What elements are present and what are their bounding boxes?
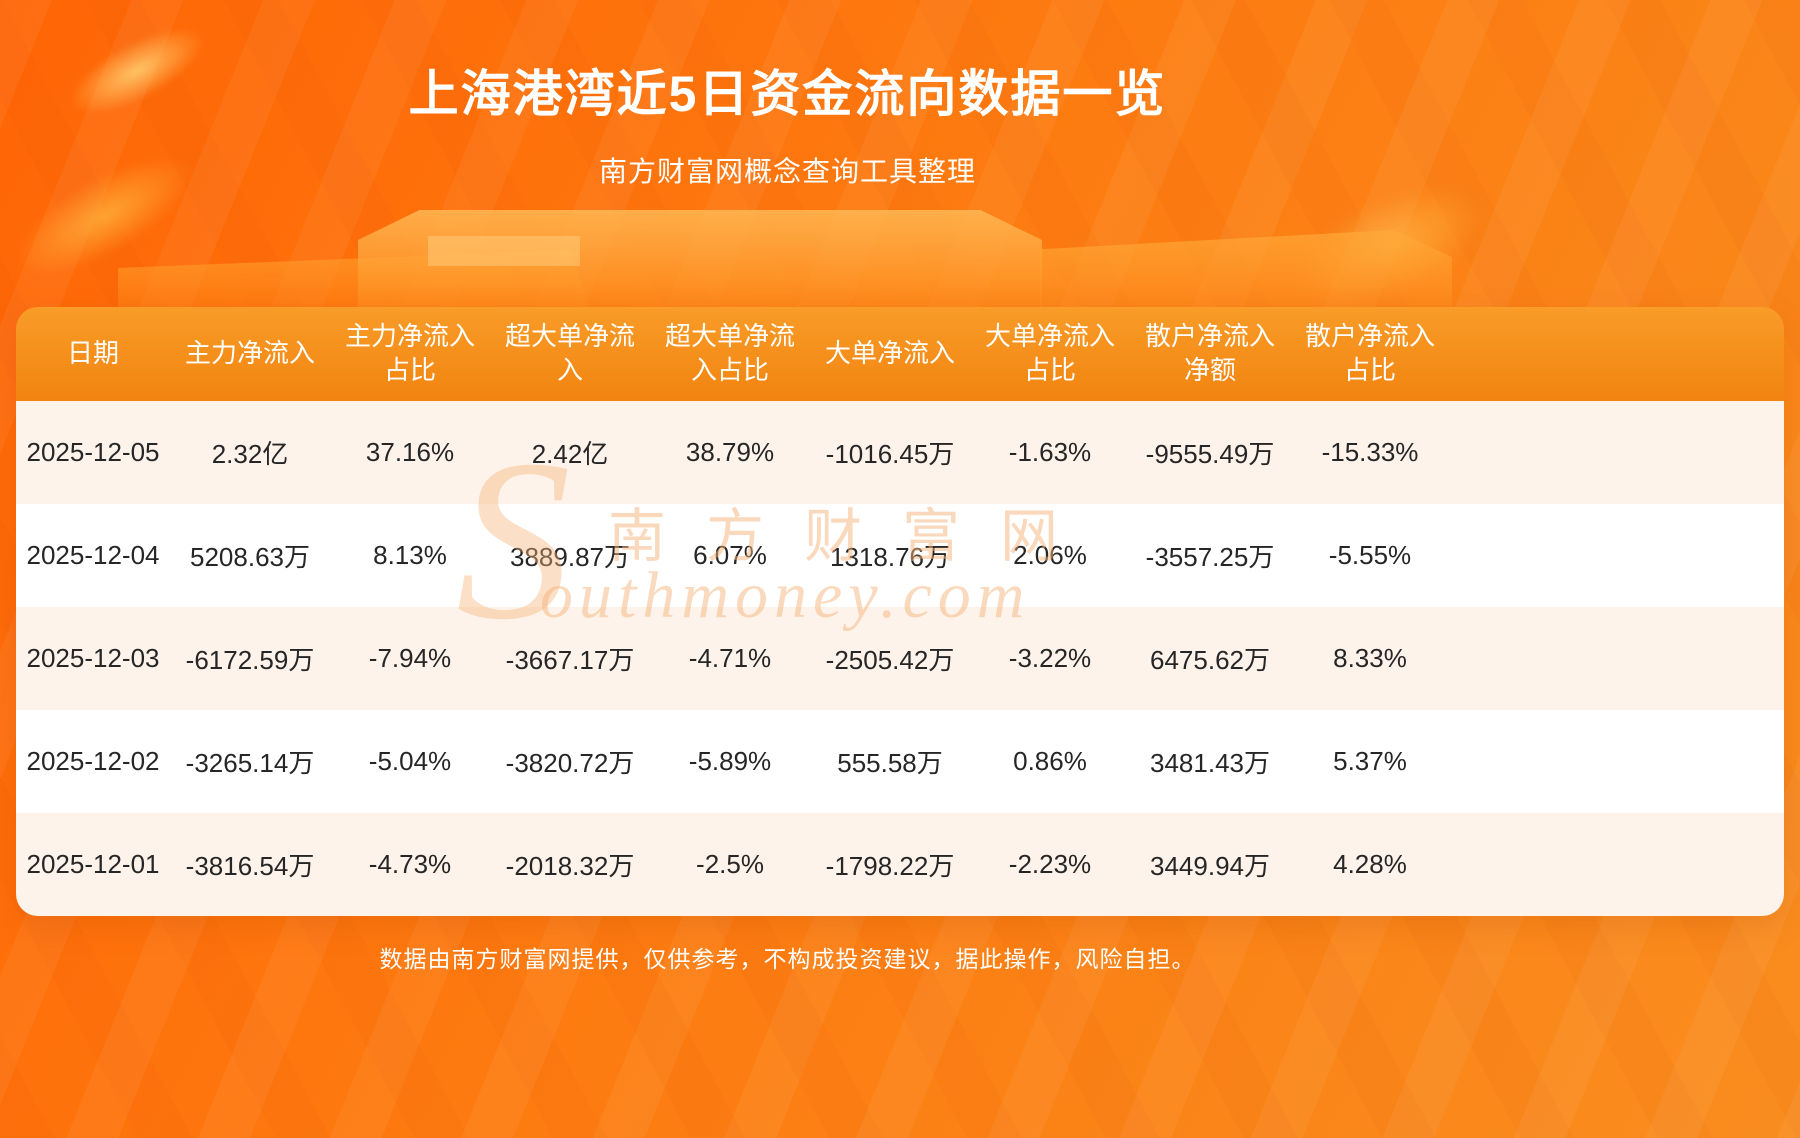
table-cell: -3667.17万 — [505, 645, 635, 675]
table-cell: 5.37% — [1333, 746, 1407, 776]
table-cell: 6475.62万 — [1150, 645, 1270, 675]
table-cell: -3265.14万 — [185, 748, 315, 778]
table-cell: 3481.43万 — [1150, 748, 1270, 778]
column-header-xl-order-inflow-pct: 超大单净流入占比 — [664, 321, 795, 385]
table-cell: -5.89% — [688, 746, 772, 776]
table-cell: 3449.94万 — [1150, 851, 1270, 881]
decor-podium-right — [1040, 230, 1452, 310]
column-header-main-inflow: 主力净流入 — [184, 338, 315, 369]
table-cell: -9555.49万 — [1145, 439, 1275, 469]
table-cell: 2.32亿 — [211, 439, 289, 469]
decor-podium-left — [118, 250, 590, 310]
table-cell: 4.28% — [1333, 849, 1407, 879]
column-header-date: 日期 — [66, 338, 119, 369]
table-cell: 5208.63万 — [190, 542, 310, 572]
table-cell: 3889.87万 — [510, 542, 630, 572]
table-row: 2025-12-05 2.32亿 37.16% 2.42亿 38.79% -10… — [16, 401, 1784, 504]
page-title: 上海港湾近5日资金流向数据一览 — [408, 66, 1167, 122]
column-header-xl-order-inflow: 超大单净流入 — [504, 321, 635, 385]
table-row: 2025-12-02 -3265.14万 -5.04% -3820.72万 -5… — [16, 710, 1784, 813]
table-cell: 555.58万 — [837, 748, 943, 778]
table-cell: -1798.22万 — [825, 851, 955, 881]
table-cell: 8.13% — [373, 540, 447, 570]
table-cell-date: 2025-12-02 — [26, 746, 160, 776]
table-cell: -2018.32万 — [505, 851, 635, 881]
table-header-row: 日期 主力净流入 主力净流入占比 超大单净流入 超大单净流入占比 大单净流入 大… — [16, 307, 1784, 401]
page-subtitle: 南方财富网概念查询工具整理 — [598, 156, 976, 187]
table-cell: -3.22% — [1008, 643, 1092, 673]
table-cell: -2505.42万 — [825, 645, 955, 675]
table-cell: 0.86% — [1013, 746, 1087, 776]
decor-podium-small — [428, 236, 580, 266]
table-cell: 38.79% — [685, 437, 775, 467]
table-cell: 2.42亿 — [531, 439, 609, 469]
table-cell: -3820.72万 — [505, 748, 635, 778]
table-cell: 37.16% — [365, 437, 455, 467]
column-header-main-inflow-pct: 主力净流入占比 — [344, 321, 475, 385]
table-cell-date: 2025-12-04 — [26, 540, 160, 570]
table-cell: -5.55% — [1328, 540, 1412, 570]
table-cell: -1016.45万 — [825, 439, 955, 469]
table-cell: -3816.54万 — [185, 851, 315, 881]
table-cell: -4.73% — [368, 849, 452, 879]
table-cell: 8.33% — [1333, 643, 1407, 673]
table-cell: -1.63% — [1008, 437, 1092, 467]
table-cell: 2.06% — [1013, 540, 1087, 570]
table-cell: -6172.59万 — [185, 645, 315, 675]
column-header-retail-inflow-pct: 散户净流入占比 — [1304, 321, 1435, 385]
table-cell-date: 2025-12-03 — [26, 643, 160, 673]
table-row: 2025-12-03 -6172.59万 -7.94% -3667.17万 -4… — [16, 607, 1784, 710]
table-cell: -2.23% — [1008, 849, 1092, 879]
table-cell: 1318.76万 — [830, 542, 950, 572]
column-header-large-order-inflow-pct: 大单净流入占比 — [984, 321, 1115, 385]
table-row: 2025-12-01 -3816.54万 -4.73% -2018.32万 -2… — [16, 813, 1784, 916]
table-cell: -4.71% — [688, 643, 772, 673]
table-cell: -3557.25万 — [1145, 542, 1275, 572]
column-header-retail-inflow: 散户净流入净额 — [1144, 321, 1275, 385]
table-cell: -2.5% — [696, 849, 764, 879]
table-cell: -15.33% — [1321, 437, 1419, 467]
table-cell-date: 2025-12-01 — [26, 849, 160, 879]
table-cell-date: 2025-12-05 — [26, 437, 160, 467]
table-cell: -7.94% — [368, 643, 452, 673]
fund-flow-table: 日期 主力净流入 主力净流入占比 超大单净流入 超大单净流入占比 大单净流入 大… — [16, 307, 1784, 916]
disclaimer-text: 数据由南方财富网提供，仅供参考，不构成投资建议，据此操作，风险自担。 — [379, 946, 1196, 972]
table-row: 2025-12-04 5208.63万 8.13% 3889.87万 6.07%… — [16, 504, 1784, 607]
table-cell: 6.07% — [693, 540, 767, 570]
column-header-large-order-inflow: 大单净流入 — [824, 338, 955, 369]
table-cell: -5.04% — [368, 746, 452, 776]
decor-podium-center — [358, 210, 1042, 310]
